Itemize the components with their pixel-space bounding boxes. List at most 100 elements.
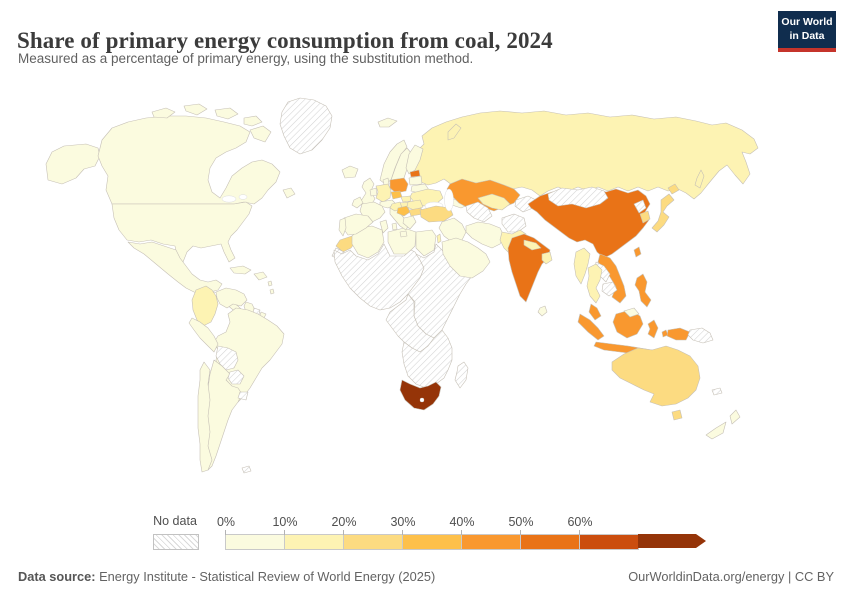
country-uruguay[interactable] [237,391,249,401]
country-indonesia-sulawesi[interactable] [647,319,659,339]
country-slovakia[interactable] [400,195,412,203]
country-egypt[interactable] [415,229,437,257]
legend-segment-70%[interactable]: 70% [638,534,706,548]
country-turkey[interactable] [419,205,454,223]
country-poland[interactable] [389,177,409,194]
country-syria-iraq[interactable] [438,217,467,243]
country-lesser-antilles-1[interactable] [267,280,273,287]
owid-logo[interactable]: Our World in Data [778,11,836,52]
legend-no-data-label: No data [153,514,197,528]
country-serbia[interactable] [396,205,411,217]
owid-logo-line2: in Data [789,29,825,42]
country-taiwan[interactable] [633,246,642,258]
legend-tick-label: 20% [331,515,357,529]
country-lesser-antilles-2[interactable] [269,288,275,295]
country-norway[interactable] [379,139,408,185]
country-chile[interactable] [197,361,213,473]
country-alaska[interactable] [45,143,101,185]
country-iceland[interactable] [341,165,359,179]
country-cambodia[interactable] [601,281,618,297]
country-iran[interactable] [465,221,505,249]
country-nepal[interactable] [523,239,542,251]
country-colombia[interactable] [191,285,219,327]
country-new-zealand-south[interactable] [705,421,727,440]
country-afghanistan[interactable] [501,213,527,233]
country-hispaniola[interactable] [253,271,268,281]
country-malaysia-peninsular[interactable] [588,303,602,321]
country-sicily[interactable] [399,230,408,238]
country-new-caledonia[interactable] [711,387,723,396]
country-novaya-zemlya[interactable] [447,123,462,141]
country-paraguay[interactable] [227,369,245,385]
country-north-korea[interactable] [633,199,647,214]
country-czechia[interactable] [390,190,403,200]
country-south-africa[interactable] [399,379,442,411]
region-southern-africa[interactable] [401,329,453,389]
country-japan-hokkaido[interactable] [667,183,680,195]
footer-link[interactable]: OurWorldinData.org/energy | CC BY [628,569,834,584]
country-mexico[interactable] [127,241,223,295]
country-latvia-lithuania[interactable] [408,175,423,186]
country-tasmania[interactable] [671,409,683,421]
legend-segment-10%[interactable]: 10% [272,515,344,550]
country-japan-honshu[interactable] [651,193,675,233]
country-canada[interactable] [97,115,281,205]
country-south-korea[interactable] [639,210,651,224]
country-ireland[interactable] [351,196,364,209]
legend-segment-30%[interactable]: 30% [390,515,462,550]
legend-segment-0%[interactable]: 0% [217,515,285,550]
country-brunei-sabah[interactable] [623,307,640,318]
country-new-zealand-north[interactable] [729,409,741,425]
country-tunisia[interactable] [379,219,389,234]
legend-segment-50%[interactable]: 50% [508,515,580,550]
country-canada-island-4[interactable] [243,115,263,127]
country-india[interactable] [507,233,551,303]
legend-tick-label: 50% [508,515,534,529]
country-denmark[interactable] [382,177,390,186]
country-canada-island-3[interactable] [214,107,239,120]
country-bolivia[interactable] [215,345,239,371]
country-thailand[interactable] [586,263,603,304]
country-svalbard[interactable] [377,117,398,128]
country-saudi-arabia[interactable] [441,237,491,279]
legend-segment-40%[interactable]: 40% [449,515,521,550]
country-greenland[interactable] [279,97,333,155]
country-venezuela[interactable] [215,287,248,309]
country-papua-new-guinea[interactable] [687,327,714,344]
data-source-label: Data source: [18,569,96,584]
country-germany[interactable] [375,183,392,203]
country-benelux[interactable] [369,187,378,197]
country-greece[interactable] [402,215,417,230]
country-baffin-island[interactable] [249,125,272,143]
country-indonesia-papua[interactable] [666,327,691,341]
legend-segment-60%[interactable]: 60% [567,515,639,550]
country-israel[interactable] [436,233,442,244]
region-central-africa[interactable] [385,293,435,353]
country-turkmenistan[interactable] [465,201,493,223]
country-myanmar[interactable] [573,247,591,285]
country-sri-lanka[interactable] [537,305,548,317]
country-newfoundland[interactable] [282,187,296,199]
country-australia[interactable] [611,345,701,407]
country-peru[interactable] [188,317,219,353]
country-united-states[interactable] [111,201,253,263]
country-madagascar[interactable] [454,361,469,389]
country-sardinia[interactable] [391,222,398,231]
country-cuba[interactable] [229,265,252,275]
owid-logo-accent [778,48,836,52]
country-sakhalin[interactable] [694,169,705,189]
country-portugal[interactable] [338,217,347,237]
country-mongolia[interactable] [547,186,609,209]
country-philippines[interactable] [634,273,652,308]
country-bangladesh[interactable] [541,251,553,265]
country-uzbekistan[interactable] [477,193,511,211]
world-map[interactable] [0,92,850,512]
legend-color-scale[interactable]: 0% 10% 20% 30% 40% 50% 60% 70% [217,515,706,550]
country-canada-island-2[interactable] [183,103,208,116]
country-canada-island-1[interactable] [151,107,176,119]
legend-no-data-swatch[interactable] [153,534,199,550]
country-falkland-islands[interactable] [241,465,252,474]
country-indonesia-sumatra[interactable] [577,313,605,341]
legend-segment-20%[interactable]: 20% [331,515,403,550]
caspian-sea [444,188,454,212]
